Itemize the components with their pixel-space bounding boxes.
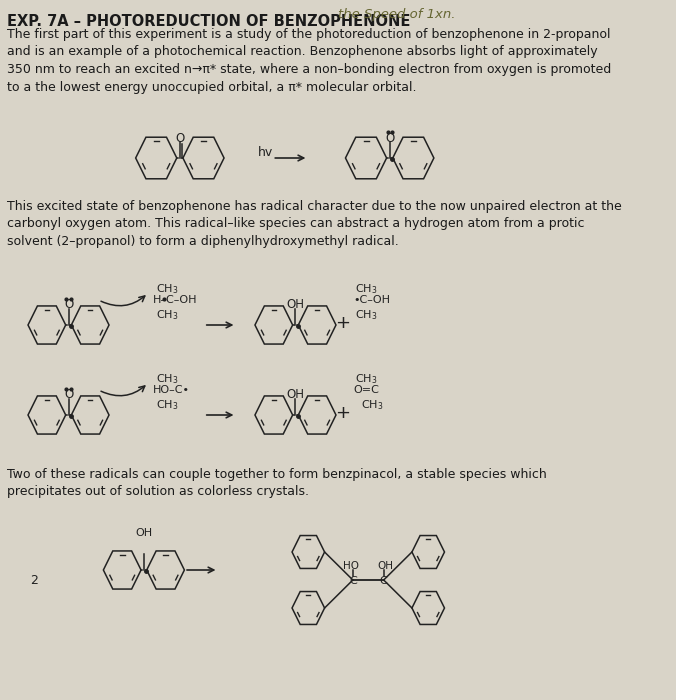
Text: +: +: [335, 314, 350, 332]
Text: O: O: [64, 298, 73, 312]
Text: OH: OH: [377, 561, 393, 571]
Text: H–C–OH: H–C–OH: [153, 295, 197, 305]
Text: hv: hv: [258, 146, 273, 158]
Text: EXP. 7A – PHOTOREDUCTION OF BENZOPHENONE: EXP. 7A – PHOTOREDUCTION OF BENZOPHENONE: [7, 14, 410, 29]
Text: HO: HO: [343, 561, 359, 571]
Text: The first part of this experiment is a study of the photoreduction of benzopheno: The first part of this experiment is a s…: [7, 28, 611, 94]
Text: C: C: [380, 576, 387, 586]
Text: OH: OH: [287, 389, 304, 402]
Text: O: O: [385, 132, 394, 144]
Text: Two of these radicals can couple together to form benzpinacol, a stable species : Two of these radicals can couple togethe…: [7, 468, 547, 498]
Text: CH$_3$: CH$_3$: [362, 398, 384, 412]
Text: O: O: [175, 132, 185, 144]
Text: OH: OH: [287, 298, 304, 312]
Text: CH$_3$: CH$_3$: [356, 282, 378, 296]
Text: HO–C•: HO–C•: [153, 385, 189, 395]
Text: 2: 2: [30, 573, 39, 587]
Text: CH$_3$: CH$_3$: [156, 372, 178, 386]
Text: O=C: O=C: [354, 385, 380, 395]
Text: +: +: [335, 404, 350, 422]
Text: CH$_3$: CH$_3$: [156, 308, 178, 322]
Text: CH$_3$: CH$_3$: [156, 282, 178, 296]
Text: C: C: [349, 576, 357, 586]
Text: CH$_3$: CH$_3$: [356, 308, 378, 322]
Text: O: O: [64, 389, 73, 402]
Text: CH$_3$: CH$_3$: [356, 372, 378, 386]
Text: OH: OH: [135, 528, 153, 538]
Text: the Speed of 1xn.: the Speed of 1xn.: [338, 8, 456, 21]
Text: •C–OH: •C–OH: [354, 295, 391, 305]
Text: CH$_3$: CH$_3$: [156, 398, 178, 412]
Text: This excited state of benzophenone has radical character due to the now unpaired: This excited state of benzophenone has r…: [7, 200, 622, 248]
